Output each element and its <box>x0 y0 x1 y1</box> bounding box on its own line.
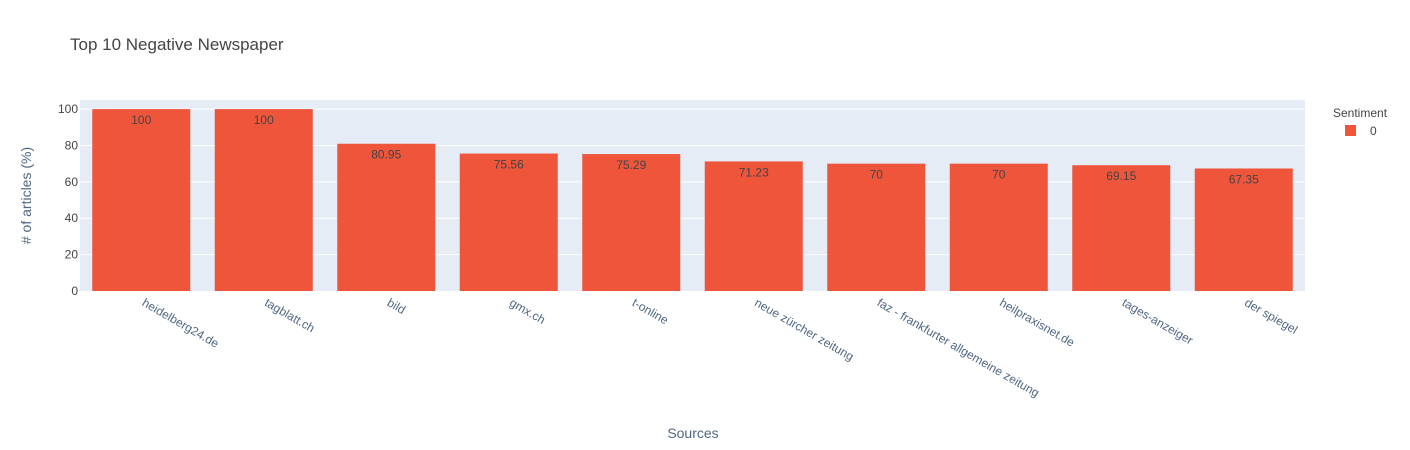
x-tick-label: heidelberg24.de <box>140 295 222 350</box>
bar-value-label: 100 <box>254 113 274 127</box>
y-tick-label: 20 <box>65 248 79 262</box>
y-tick-label: 60 <box>65 175 79 189</box>
x-tick-label: der spiegel <box>1242 295 1300 336</box>
x-tick-label: tagblatt.ch <box>262 295 317 335</box>
bar-value-label: 67.35 <box>1229 172 1259 186</box>
y-tick-label: 40 <box>65 211 79 225</box>
legend-item-label[interactable]: 0 <box>1370 124 1377 138</box>
bar[interactable] <box>459 153 558 291</box>
bar[interactable] <box>1072 165 1171 291</box>
x-axis-title: Sources <box>667 425 718 441</box>
legend-title: Sentiment <box>1333 106 1388 120</box>
y-axis-title: # of articles (%) <box>18 147 34 244</box>
bar-value-label: 75.29 <box>616 158 646 172</box>
x-tick-label: heilpraxisnet.de <box>997 295 1077 349</box>
x-tick-label: tages-anzeiger <box>1120 295 1196 347</box>
x-tick-label: neue zürcher zeitung <box>752 295 856 363</box>
bar-value-label: 69.15 <box>1106 169 1136 183</box>
bar-value-label: 70 <box>992 168 1006 182</box>
bar-value-label: 80.95 <box>371 148 401 162</box>
bar-value-label: 75.56 <box>494 158 524 172</box>
legend-swatch[interactable] <box>1345 125 1356 136</box>
y-tick-label: 0 <box>71 284 78 298</box>
bar[interactable] <box>582 154 681 291</box>
bar[interactable] <box>827 163 926 291</box>
x-tick-label: gmx.ch <box>507 295 548 326</box>
legend[interactable]: Sentiment 0 <box>1333 106 1388 138</box>
chart-title: Top 10 Negative Newspaper <box>70 35 284 54</box>
bar[interactable] <box>949 163 1048 291</box>
bar-value-label: 100 <box>131 113 151 127</box>
y-tick-label: 100 <box>58 102 78 116</box>
bar-value-label: 70 <box>870 168 884 182</box>
bar[interactable] <box>214 109 313 291</box>
y-tick-label: 80 <box>65 138 79 152</box>
x-tick-label: bild <box>385 295 408 316</box>
bar[interactable] <box>1194 168 1293 291</box>
bar[interactable] <box>92 109 191 291</box>
bar[interactable] <box>337 143 436 291</box>
bar-value-label: 71.23 <box>739 165 769 179</box>
x-tick-label: t-online <box>630 295 671 327</box>
bar[interactable] <box>704 161 803 291</box>
